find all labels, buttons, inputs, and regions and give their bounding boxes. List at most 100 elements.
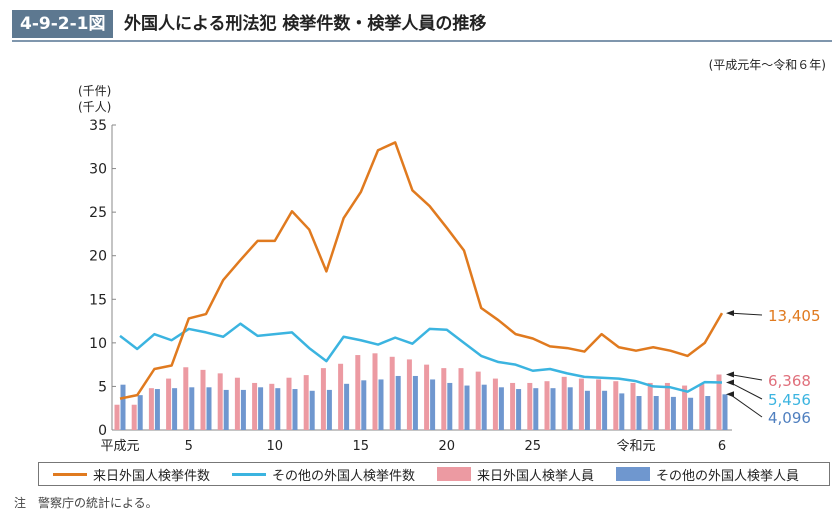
arrowhead — [726, 379, 734, 386]
bar-other-persons — [584, 390, 590, 430]
bar-other-persons — [412, 375, 418, 430]
bar-rainichi-persons — [389, 356, 395, 430]
bar-other-persons — [240, 389, 246, 430]
x-tick-label: 25 — [525, 439, 542, 454]
bar-other-persons — [275, 388, 281, 430]
arrowhead — [726, 391, 734, 398]
bar-other-persons — [120, 384, 126, 430]
bar-rainichi-persons — [561, 376, 567, 430]
y-tick-label: 15 — [89, 292, 107, 308]
annotation-arrow — [729, 312, 763, 316]
bar-rainichi-persons — [527, 382, 533, 430]
bar-rainichi-persons — [441, 368, 447, 430]
legend-label: 来日外国人検挙人員 — [477, 468, 595, 484]
bar-other-persons — [395, 375, 401, 430]
x-tick-label: 令和元 — [616, 439, 655, 454]
y-tick-label: 20 — [89, 249, 107, 265]
bar-rainichi-persons — [234, 377, 240, 430]
bar-rainichi-persons — [200, 369, 206, 430]
bar-rainichi-persons — [544, 381, 550, 430]
bar-other-persons — [498, 387, 504, 430]
bar-other-persons — [688, 397, 694, 430]
legend-label: その他の外国人検挙人員 — [656, 468, 800, 484]
legend-label: 来日外国人検挙件数 — [93, 468, 211, 484]
chart-title: 外国人による刑法犯 検挙件数・検挙人員の推移 — [124, 14, 487, 34]
bar-other-persons — [258, 387, 264, 430]
bar-other-persons — [137, 395, 143, 430]
figure-header: 4-9-2-1図 外国人による刑法犯 検挙件数・検挙人員の推移 — [12, 10, 832, 42]
bar-rainichi-persons — [682, 385, 688, 430]
bar-rainichi-persons — [716, 374, 722, 430]
bar-rainichi-persons — [114, 404, 120, 430]
bar-other-persons — [430, 379, 436, 430]
x-tick-label: 10 — [267, 439, 284, 454]
x-tick-label: 6 — [718, 439, 726, 454]
legend-item-other-cases: その他の外国人検挙件数 — [232, 465, 415, 484]
bar-rainichi-persons — [303, 375, 309, 430]
annotation-arrow — [729, 382, 763, 400]
bar-other-persons — [189, 387, 195, 430]
annotation-arrow — [729, 374, 763, 381]
y-tick-label: 0 — [98, 423, 107, 439]
source-note: 注 警察庁の統計による。 — [14, 496, 158, 510]
y-tick-label: 10 — [89, 336, 107, 352]
bar-rainichi-persons — [492, 378, 498, 430]
bar-rainichi-persons — [699, 383, 705, 430]
bar-rainichi-persons — [664, 382, 670, 430]
y-tick-label: 5 — [98, 379, 107, 395]
arrowhead — [726, 371, 734, 378]
end-value-label: 6,368 — [768, 372, 811, 390]
bar-other-persons — [619, 393, 625, 430]
bar-other-persons — [223, 389, 229, 430]
arrowhead — [726, 310, 734, 317]
legend-item-rainichi-cases: 来日外国人検挙件数 — [53, 465, 210, 484]
bar-other-persons — [602, 390, 608, 430]
bar-other-persons — [344, 383, 350, 430]
bar-other-persons — [309, 390, 315, 430]
figure-number: 4-9-2-1図 — [12, 10, 114, 38]
x-tick-label: 20 — [439, 439, 456, 454]
end-value-label: 4,096 — [768, 409, 811, 427]
bar-rainichi-persons — [286, 377, 292, 430]
bar-other-persons — [550, 388, 556, 430]
bar-other-persons — [206, 387, 212, 430]
y-unit-cases: (千件) — [78, 84, 112, 98]
bar-rainichi-persons — [406, 359, 412, 430]
bar-rainichi-persons — [596, 379, 602, 430]
bar-rainichi-persons — [217, 373, 223, 430]
line-rainichi-cases — [119, 141, 724, 400]
legend-label: その他の外国人検挙件数 — [272, 468, 416, 484]
bar-other-persons — [636, 396, 642, 430]
annotation-arrow — [729, 393, 763, 418]
bar-rainichi-persons — [320, 368, 326, 430]
end-value-label: 13,405 — [768, 307, 821, 325]
bar-other-persons — [361, 380, 367, 430]
bar-rainichi-persons — [424, 364, 430, 430]
y-unit-persons: (千人) — [78, 100, 112, 114]
bar-other-persons — [292, 389, 298, 430]
bar-other-persons — [481, 384, 487, 430]
bar-other-persons — [670, 396, 676, 430]
bar-other-persons — [567, 387, 573, 430]
bar-rainichi-persons — [475, 371, 481, 430]
bar-other-persons — [533, 388, 539, 430]
y-tick-label: 30 — [89, 162, 107, 178]
bar-rainichi-persons — [131, 404, 137, 430]
bar-rainichi-persons — [578, 378, 584, 430]
bar-rainichi-persons — [269, 383, 275, 430]
bar-rainichi-persons — [166, 378, 172, 430]
bar-rainichi-persons — [183, 367, 189, 430]
y-tick-label: 35 — [89, 118, 107, 134]
bar-rainichi-persons — [458, 368, 464, 430]
bar-rainichi-persons — [613, 381, 619, 430]
bar-rainichi-persons — [510, 382, 516, 430]
bar-rainichi-persons — [372, 353, 378, 430]
x-tick-label: 15 — [353, 439, 370, 454]
bar-other-persons — [705, 396, 711, 430]
bar-other-persons — [326, 389, 332, 430]
bar-other-persons — [464, 385, 470, 430]
legend-item-other-persons: その他の外国人検挙人員 — [616, 465, 799, 484]
bar-rainichi-persons — [647, 382, 653, 430]
legend-item-rainichi-persons: 来日外国人検挙人員 — [437, 465, 594, 484]
